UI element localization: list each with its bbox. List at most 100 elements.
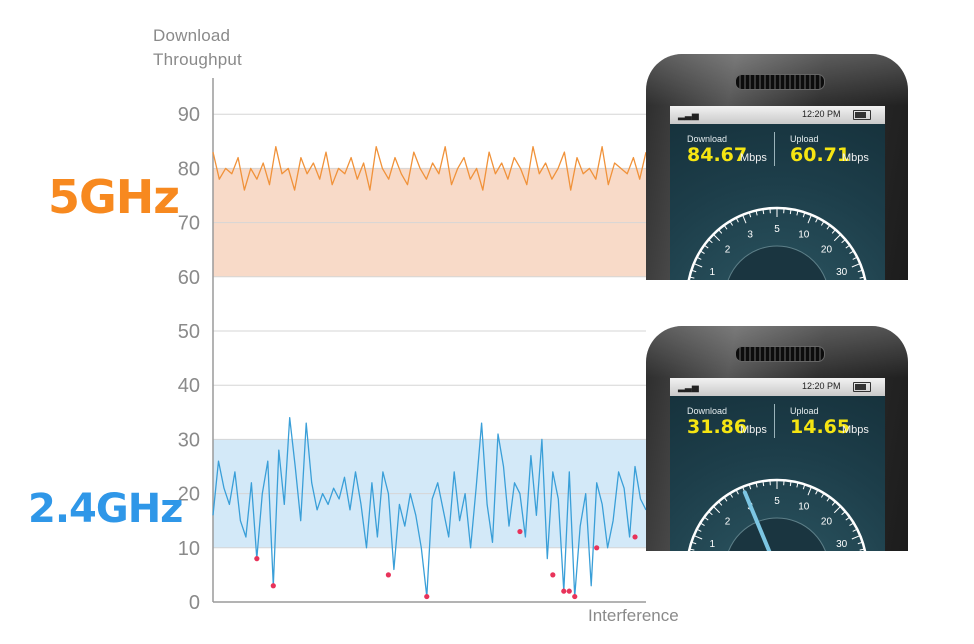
gauge-tick bbox=[845, 516, 851, 521]
y-tick-60: 60 bbox=[178, 267, 200, 289]
y-tick-0: 0 bbox=[189, 592, 200, 614]
gauge-tick bbox=[820, 493, 825, 498]
phone-5ghz: ▂▃▅ 12:20 PM Download 84.67 Mbps Upload … bbox=[646, 54, 908, 280]
gauge-tick bbox=[689, 548, 695, 551]
gauge-tick bbox=[735, 217, 739, 223]
gauge-label: 30 bbox=[836, 539, 848, 550]
upload-unit: Mbps bbox=[842, 152, 869, 164]
gauge-label: 20 bbox=[821, 245, 833, 256]
gauge-needle bbox=[742, 490, 772, 551]
speed-divider bbox=[774, 404, 775, 438]
status-bar: ▂▃▅ 12:20 PM bbox=[670, 106, 885, 124]
gauge-tick bbox=[735, 489, 739, 495]
x-axis-label: Interference bbox=[588, 606, 679, 625]
gauge-tick bbox=[693, 263, 703, 268]
gauge-tick bbox=[815, 489, 819, 495]
upload-label: Upload bbox=[790, 134, 819, 144]
gauge-label: 20 bbox=[821, 517, 833, 528]
band-label-5ghz: 5GHz bbox=[48, 170, 180, 224]
gauge-tick bbox=[691, 541, 697, 545]
gauge-label: 3 bbox=[747, 229, 753, 240]
dip-marker-10 bbox=[632, 534, 638, 540]
gauge-tick bbox=[796, 482, 799, 488]
status-time: 12:20 PM bbox=[802, 381, 841, 391]
gauge-tick bbox=[831, 501, 836, 506]
signal-icon: ▂▃▅ bbox=[678, 110, 699, 120]
dip-marker-1 bbox=[270, 583, 276, 589]
battery-icon bbox=[853, 110, 871, 120]
gauge-label: 10 bbox=[798, 501, 810, 512]
gauge-tick bbox=[703, 516, 709, 521]
gauge-tick bbox=[851, 263, 861, 268]
y-tick-20: 20 bbox=[178, 484, 200, 506]
gauge-hub bbox=[727, 245, 827, 280]
gauge-tick bbox=[689, 276, 695, 279]
dip-marker-8 bbox=[572, 593, 578, 600]
gauge-label: 30 bbox=[836, 267, 848, 278]
dip-marker-6 bbox=[561, 588, 567, 594]
battery-icon bbox=[853, 382, 871, 392]
gauge-tick bbox=[755, 210, 758, 216]
gauge-tick bbox=[693, 535, 703, 540]
gauge-tick bbox=[796, 210, 799, 216]
gauge-tick bbox=[849, 522, 854, 527]
gauge-tick bbox=[748, 212, 752, 218]
gauge-tick bbox=[852, 528, 858, 532]
speed-divider bbox=[774, 132, 775, 166]
y-tick-70: 70 bbox=[178, 213, 200, 235]
y-tick-10: 10 bbox=[178, 538, 200, 560]
gauge-tick bbox=[696, 256, 702, 260]
gauge-tick bbox=[820, 221, 825, 226]
signal-icon: ▂▃▅ bbox=[678, 382, 699, 392]
band-label-2-4ghz: 2.4GHz bbox=[28, 486, 183, 532]
y-tick-80: 80 bbox=[178, 158, 200, 180]
gauge-tick bbox=[857, 269, 863, 273]
dip-marker-4 bbox=[517, 528, 523, 535]
gauge-tick bbox=[723, 496, 728, 502]
gauge-label: 2 bbox=[725, 245, 731, 256]
gauge-tick bbox=[789, 481, 792, 487]
gauge-tick bbox=[723, 224, 728, 230]
y-axis-label-line-1: Download bbox=[153, 26, 231, 45]
gauge-tick bbox=[718, 501, 723, 506]
y-tick-40: 40 bbox=[178, 375, 200, 397]
gauge-tick bbox=[857, 541, 863, 545]
gauge-tick bbox=[807, 486, 812, 496]
gauge-label: 1 bbox=[710, 539, 716, 550]
gauge-tick bbox=[708, 239, 713, 244]
gauge-tick bbox=[849, 250, 854, 255]
gauge-tick bbox=[789, 209, 792, 215]
gauge-tick bbox=[713, 506, 721, 514]
gauge-label: 10 bbox=[798, 229, 810, 240]
gauge-tick bbox=[859, 548, 865, 551]
phone-2-4ghz: ▂▃▅ 12:20 PM Download 31.86 Mbps Upload … bbox=[646, 326, 908, 551]
gauge-tick bbox=[708, 511, 713, 516]
gauge-tick bbox=[755, 482, 758, 488]
gauge-tick bbox=[713, 234, 721, 242]
upload-value: 60.71 bbox=[790, 144, 851, 166]
dip-marker-2 bbox=[385, 572, 391, 578]
phone-speaker bbox=[735, 346, 825, 362]
upload-label: Upload bbox=[790, 406, 819, 416]
download-label: Download bbox=[687, 406, 728, 416]
gauge-tick bbox=[852, 256, 858, 260]
gauge-tick bbox=[802, 484, 806, 490]
gauge-tick bbox=[826, 496, 831, 502]
download-label: Download bbox=[687, 134, 728, 144]
gauge-tick bbox=[729, 221, 734, 226]
gauge-label: 5 bbox=[774, 496, 780, 507]
gauge-tick bbox=[841, 239, 846, 244]
series-line-0 bbox=[212, 146, 647, 191]
gauge-tick bbox=[826, 224, 831, 230]
upload-value: 14.65 bbox=[790, 416, 851, 438]
dip-marker-9 bbox=[594, 545, 600, 551]
series-line-1 bbox=[212, 417, 647, 598]
download-value: 84.67 bbox=[687, 144, 748, 166]
y-tick-50: 50 bbox=[178, 321, 200, 343]
gauge-label: 2 bbox=[725, 517, 731, 528]
gauge-tick bbox=[859, 276, 865, 279]
status-time: 12:20 PM bbox=[802, 109, 841, 119]
